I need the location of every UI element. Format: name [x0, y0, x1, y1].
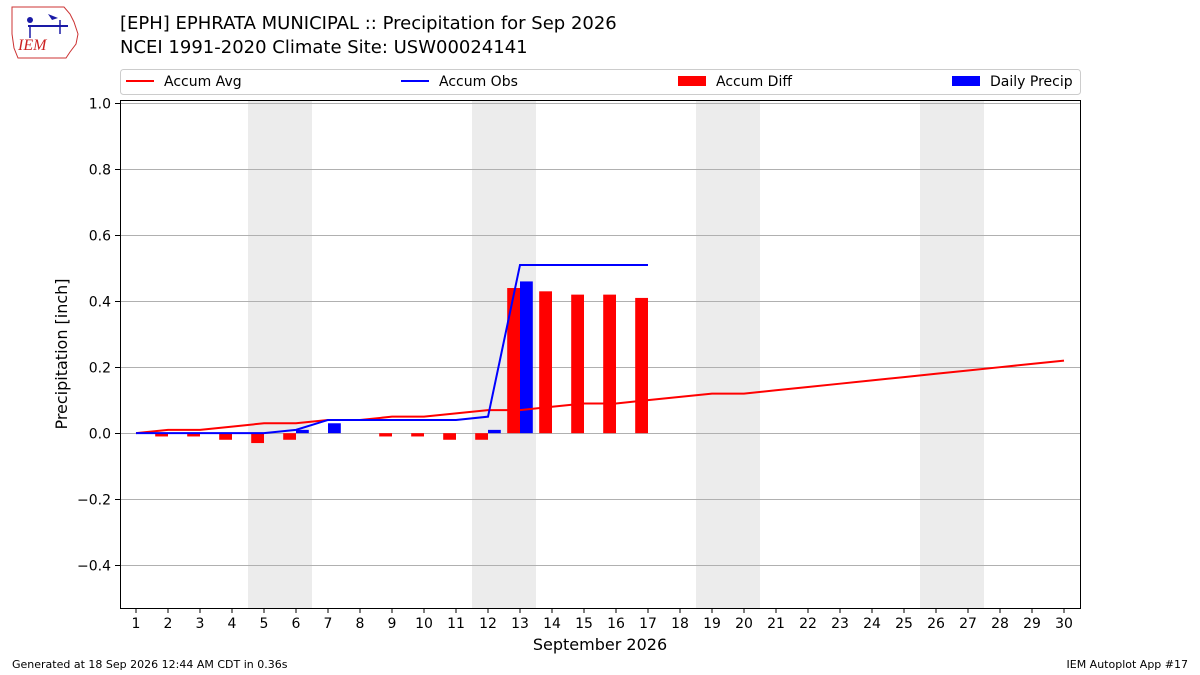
- diff-bar: [251, 433, 264, 444]
- y-tick-label: 1.0: [89, 97, 111, 113]
- chart-title: [EPH] EPHRATA MUNICIPAL :: Precipitation…: [120, 13, 617, 34]
- x-tick-label: 5: [260, 616, 269, 632]
- weekend-shade: [696, 100, 760, 608]
- x-tick-label: 22: [799, 616, 817, 632]
- legend-box: [120, 69, 1081, 95]
- x-tick-label: 26: [927, 616, 945, 632]
- x-tick-label: 14: [543, 616, 561, 632]
- iem-logo: IEM: [11, 6, 79, 59]
- plot-frame: [120, 100, 1081, 609]
- x-tick-label: 2: [164, 616, 173, 632]
- diff-bar: [507, 288, 520, 434]
- x-tick-label: 27: [959, 616, 977, 632]
- legend: Accum Avg Accum Obs Accum Diff Daily Precip: [120, 69, 1081, 95]
- y-tick-label: 0.6: [89, 229, 111, 245]
- x-tick-label: 30: [1055, 616, 1073, 632]
- x-tick-label: 12: [479, 616, 497, 632]
- x-tick-label: 29: [1023, 616, 1041, 632]
- y-tick-label: 0.2: [89, 361, 111, 377]
- x-tick-label: 16: [607, 616, 625, 632]
- footer-generated: Generated at 18 Sep 2026 12:44 AM CDT in…: [12, 658, 288, 671]
- legend-label: Accum Obs: [439, 74, 518, 90]
- legend-label: Accum Avg: [164, 74, 242, 90]
- daily-precip-bar: [328, 423, 341, 434]
- x-axis-label: September 2026: [533, 635, 667, 654]
- x-tick-label: 9: [388, 616, 397, 632]
- diff-bar: [187, 433, 200, 437]
- diff-bar: [155, 433, 168, 437]
- legend-label: Accum Diff: [716, 74, 792, 90]
- daily-precip-bar: [488, 429, 501, 434]
- x-tick-label: 1: [132, 616, 141, 632]
- daily-precip-bar: [520, 281, 533, 434]
- diff-bar: [283, 433, 296, 440]
- diff-bar: [443, 433, 456, 440]
- x-tick-label: 11: [447, 616, 465, 632]
- legend-swatch: [678, 76, 706, 86]
- diff-bar: [219, 433, 232, 440]
- x-tick-label: 8: [356, 616, 365, 632]
- accum-avg-line: [135, 359, 1065, 435]
- legend-label: Daily Precip: [990, 74, 1073, 90]
- diff-bar: [539, 291, 552, 434]
- x-tick-label: 15: [575, 616, 593, 632]
- footer-app: IEM Autoplot App #17: [1066, 658, 1189, 671]
- y-tick-label: 0.8: [89, 163, 111, 179]
- svg-text:IEM: IEM: [17, 37, 48, 54]
- y-axis-label: Precipitation [inch]: [52, 278, 71, 429]
- daily-precip-bar: [296, 429, 309, 434]
- diff-bar: [475, 433, 488, 440]
- weekend-shade: [920, 100, 984, 608]
- diff-bar: [635, 297, 648, 434]
- diff-bar: [603, 294, 616, 434]
- y-tick-label: 0.4: [89, 295, 111, 311]
- y-tick-label: −0.2: [77, 493, 111, 509]
- x-tick-label: 4: [228, 616, 237, 632]
- x-tick-label: 7: [324, 616, 333, 632]
- chart-subtitle: NCEI 1991-2020 Climate Site: USW00024141: [120, 37, 528, 58]
- diff-bar: [379, 433, 392, 437]
- x-tick-label: 17: [639, 616, 657, 632]
- x-tick-label: 19: [703, 616, 721, 632]
- diff-bar: [571, 294, 584, 434]
- y-tick-label: 0.0: [89, 427, 111, 443]
- x-tick-label: 25: [895, 616, 913, 632]
- x-tick-label: 21: [767, 616, 785, 632]
- x-tick-label: 10: [415, 616, 433, 632]
- weekend-shade: [248, 100, 312, 608]
- x-tick-label: 23: [831, 616, 849, 632]
- x-tick-label: 20: [735, 616, 753, 632]
- legend-swatch: [952, 76, 980, 86]
- x-tick-label: 28: [991, 616, 1009, 632]
- x-tick-label: 13: [511, 616, 529, 632]
- y-tick-label: −0.4: [77, 559, 111, 575]
- accum-obs-line: [136, 263, 648, 435]
- x-tick-label: 24: [863, 616, 881, 632]
- x-tick-label: 6: [292, 616, 301, 632]
- x-tick-label: 18: [671, 616, 689, 632]
- x-tick-label: 3: [196, 616, 205, 632]
- diff-bar: [411, 433, 424, 437]
